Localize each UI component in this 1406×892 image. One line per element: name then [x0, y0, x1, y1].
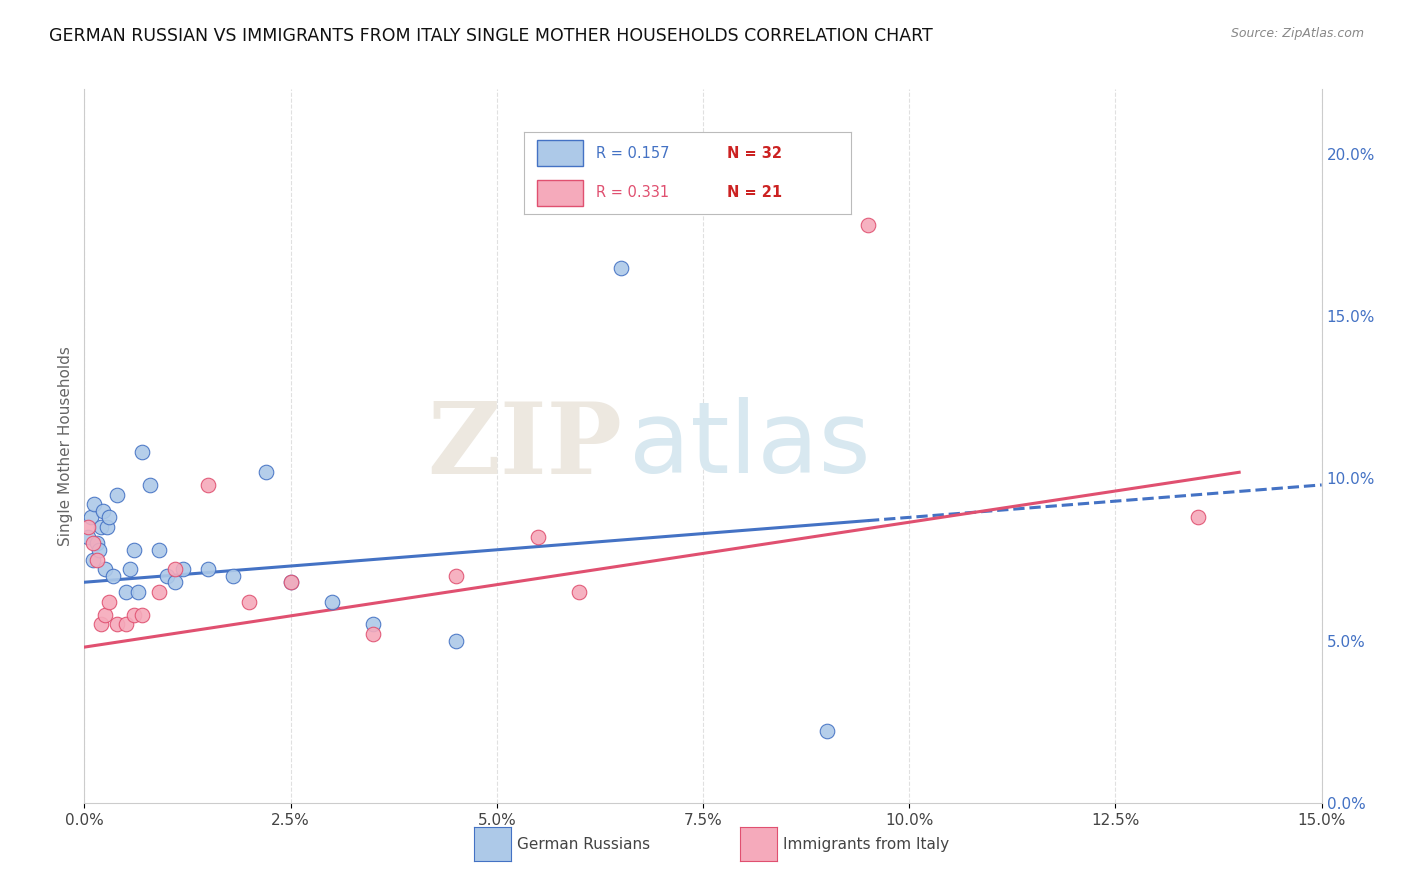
Point [98, 510, 121, 524]
Point [122, 542, 145, 557]
Text: GERMAN RUSSIAN VS IMMIGRANTS FROM ITALY SINGLE MOTHER HOUSEHOLDS CORRELATION CHA: GERMAN RUSSIAN VS IMMIGRANTS FROM ITALY … [49, 27, 934, 45]
Point [96, 520, 118, 534]
Point [94, 562, 117, 576]
Text: Immigrants from Italy: Immigrants from Italy [783, 837, 949, 852]
Point [527, 530, 550, 544]
Text: German Russians: German Russians [517, 837, 651, 852]
Point [238, 595, 260, 609]
Point [444, 568, 467, 582]
Point [280, 575, 302, 590]
Point [156, 568, 179, 582]
Point [165, 562, 187, 576]
Point [197, 562, 219, 576]
Point [280, 575, 302, 590]
Point [568, 585, 591, 599]
Point [444, 633, 467, 648]
Point [103, 568, 125, 582]
Point [105, 617, 128, 632]
Point [254, 465, 277, 479]
Point [321, 595, 343, 609]
Point [172, 562, 194, 576]
Point [83, 497, 105, 511]
Point [165, 575, 187, 590]
Point [148, 585, 170, 599]
Point [105, 488, 128, 502]
Point [122, 607, 145, 622]
Point [80, 510, 103, 524]
Point [77, 520, 100, 534]
Point [127, 585, 149, 599]
Point [1187, 510, 1209, 524]
Point [856, 219, 879, 233]
Text: Source: ZipAtlas.com: Source: ZipAtlas.com [1230, 27, 1364, 40]
Point [361, 627, 384, 641]
Point [131, 445, 153, 459]
Point [815, 724, 838, 739]
Point [361, 617, 384, 632]
Y-axis label: Single Mother Households: Single Mother Households [58, 346, 73, 546]
Point [609, 260, 631, 275]
Point [82, 552, 104, 566]
Point [91, 504, 114, 518]
Point [197, 478, 219, 492]
Text: atlas: atlas [628, 398, 870, 494]
Point [89, 542, 111, 557]
Point [131, 607, 153, 622]
Point [118, 562, 141, 576]
Point [222, 568, 245, 582]
Point [90, 617, 112, 632]
Point [114, 585, 136, 599]
Point [114, 617, 136, 632]
Point [77, 530, 100, 544]
Point [90, 520, 112, 534]
Point [86, 536, 108, 550]
Point [86, 552, 108, 566]
Point [82, 536, 104, 550]
Text: ZIP: ZIP [427, 398, 623, 494]
Point [148, 542, 170, 557]
Point [139, 478, 162, 492]
Point [98, 595, 121, 609]
Point [94, 607, 117, 622]
